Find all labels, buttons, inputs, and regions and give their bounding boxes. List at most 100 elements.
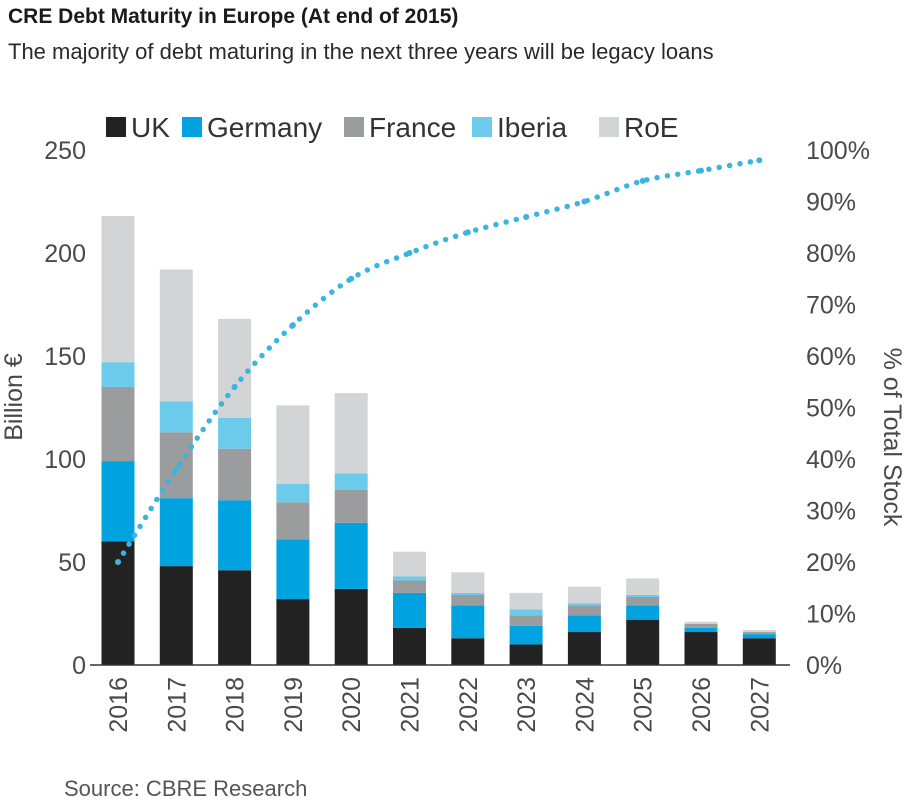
legend-label-france: France — [369, 112, 456, 143]
bar-uk-2022 — [451, 638, 485, 665]
bar-roe-2020 — [334, 393, 368, 474]
x-tick-label: 2018 — [222, 677, 250, 733]
x-tick-label: 2016 — [105, 677, 133, 733]
bar-germany-2018 — [218, 500, 252, 571]
bar-roe-2021 — [393, 551, 426, 577]
bar-uk-2021 — [393, 627, 426, 665]
bar-germany-2017 — [159, 498, 193, 567]
y2-tick-label: 90% — [806, 189, 856, 217]
x-tick-label: 2023 — [513, 677, 541, 733]
bar-iberia-2025 — [626, 594, 660, 598]
bar-uk-2019 — [276, 599, 310, 665]
bar-roe-2018 — [218, 318, 252, 418]
cumulative-line-path — [115, 157, 763, 565]
bar-france-2019 — [276, 502, 310, 540]
line-point-2027 — [756, 157, 763, 164]
bar-roe-2019 — [276, 405, 310, 484]
x-tick-label: 2021 — [397, 677, 425, 733]
bar-germany-2025 — [626, 605, 660, 620]
y2-tick-label: 40% — [806, 446, 856, 474]
bar-uk-2027 — [742, 638, 776, 665]
left-axis: 0 50 100 150 200 250 — [44, 137, 86, 680]
legend: UK Germany France Iberia RoE — [106, 112, 678, 143]
bar-germany-2026 — [684, 627, 718, 633]
y2-tick-label: 80% — [806, 240, 856, 268]
y-tick-label: 100 — [44, 446, 86, 474]
bar-iberia-2019 — [276, 483, 310, 503]
bar-roe-2023 — [509, 592, 543, 610]
bar-iberia-2024 — [567, 603, 601, 606]
legend-label-uk: UK — [131, 112, 170, 143]
y-tick-label: 0 — [72, 652, 86, 680]
source-note: Source: CBRE Research — [64, 776, 308, 801]
legend-swatch-uk — [106, 117, 126, 137]
bar-france-2021 — [393, 580, 426, 593]
bar-uk-2023 — [509, 644, 543, 665]
line-point-2020 — [348, 275, 355, 282]
x-tick-label: 2027 — [746, 677, 774, 733]
x-tick-label: 2020 — [338, 677, 366, 733]
bar-roe-2026 — [684, 621, 718, 624]
bar-uk-2017 — [159, 566, 193, 665]
x-tick-label: 2025 — [630, 677, 658, 733]
y2-tick-label: 50% — [806, 395, 856, 423]
line-point-2025 — [639, 177, 646, 184]
bar-france-2017 — [159, 432, 193, 499]
bar-iberia-2022 — [451, 592, 485, 595]
legend-swatch-iberia — [472, 117, 492, 137]
line-point-2018 — [231, 383, 238, 390]
chart-subtitle: The majority of debt maturing in the nex… — [8, 39, 714, 64]
bar-roe-2024 — [567, 586, 601, 604]
bar-germany-2020 — [334, 522, 368, 589]
right-axis: 0% 10% 20% 30% 40% 50% 60% 70% 80% 90% 100% — [806, 137, 870, 680]
x-tick-label: 2022 — [455, 677, 483, 733]
bar-germany-2023 — [509, 625, 543, 645]
y-tick-label: 150 — [44, 343, 86, 371]
bar-roe-2016 — [101, 215, 135, 363]
bar-germany-2022 — [451, 605, 485, 639]
bar-iberia-2017 — [159, 401, 193, 433]
bar-roe-2022 — [451, 572, 485, 593]
bar-iberia-2018 — [218, 417, 252, 449]
y2-tick-label: 100% — [806, 137, 870, 165]
bar-uk-2024 — [567, 632, 601, 665]
y2-tick-label: 0% — [806, 652, 842, 680]
line-point-2021 — [406, 250, 413, 256]
bar-uk-2025 — [626, 619, 660, 665]
bar-uk-2020 — [334, 588, 368, 665]
line-point-2023 — [523, 213, 530, 220]
line-point-2022 — [464, 229, 471, 236]
bar-france-2016 — [101, 386, 135, 462]
line-point-2017 — [173, 466, 180, 473]
y-tick-label: 50 — [58, 549, 86, 577]
y2-tick-label: 60% — [806, 343, 856, 371]
legend-swatch-roe — [599, 117, 619, 137]
bar-germany-2021 — [393, 592, 426, 628]
bar-roe-2027 — [742, 629, 776, 633]
x-tick-label: 2019 — [280, 677, 308, 733]
x-tick-label: 2024 — [571, 677, 599, 733]
bar-france-2027 — [742, 632, 776, 635]
bar-iberia-2016 — [101, 362, 135, 387]
bar-france-2022 — [451, 594, 485, 606]
line-point-2024 — [581, 198, 588, 205]
bar-germany-2024 — [567, 615, 601, 633]
legend-label-iberia: Iberia — [497, 112, 567, 143]
y2-axis-title: % of Total Stock — [878, 348, 906, 527]
bar-roe-2017 — [159, 269, 193, 402]
bar-france-2020 — [334, 489, 368, 523]
legend-swatch-germany — [182, 117, 202, 137]
y-tick-label: 200 — [44, 240, 86, 268]
x-tick-label: 2026 — [688, 677, 716, 733]
y2-tick-label: 10% — [806, 601, 856, 629]
x-tick-label: 2017 — [163, 677, 191, 733]
bar-france-2026 — [684, 623, 718, 628]
bar-iberia-2021 — [393, 576, 426, 581]
x-axis: 2016 2017 2018 2019 2020 2021 2022 2023 2024 2025… — [90, 664, 790, 733]
line-point-2026 — [698, 167, 704, 174]
bars — [101, 215, 776, 665]
bar-iberia-2023 — [509, 609, 543, 616]
cumulative-line — [115, 157, 763, 565]
y2-tick-label: 30% — [806, 498, 856, 526]
